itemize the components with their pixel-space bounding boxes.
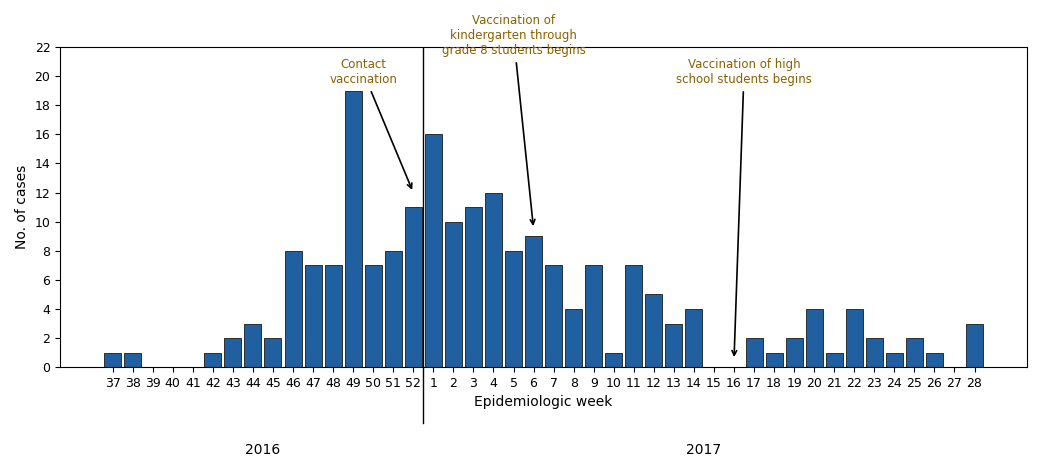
Bar xyxy=(384,251,402,367)
Bar xyxy=(625,265,642,367)
Bar xyxy=(565,309,582,367)
Bar xyxy=(846,309,863,367)
Bar xyxy=(204,353,221,367)
Bar xyxy=(245,324,262,367)
Bar xyxy=(425,134,442,367)
Bar xyxy=(686,309,702,367)
Bar xyxy=(365,265,381,367)
Bar xyxy=(966,324,983,367)
Bar xyxy=(104,353,121,367)
Bar xyxy=(505,251,522,367)
Bar xyxy=(786,338,802,367)
Bar xyxy=(284,251,301,367)
Bar xyxy=(545,265,562,367)
Bar xyxy=(465,207,482,367)
Bar xyxy=(525,236,542,367)
Bar xyxy=(404,207,422,367)
Bar xyxy=(224,338,242,367)
Bar xyxy=(866,338,883,367)
Y-axis label: No. of cases: No. of cases xyxy=(15,165,29,249)
Bar xyxy=(666,324,683,367)
Bar xyxy=(605,353,622,367)
Bar xyxy=(345,90,362,367)
Bar xyxy=(886,353,902,367)
Bar xyxy=(825,353,843,367)
Text: 2016: 2016 xyxy=(245,443,280,457)
Bar xyxy=(805,309,823,367)
Bar xyxy=(645,294,663,367)
Bar xyxy=(445,222,462,367)
Bar xyxy=(745,338,763,367)
Bar xyxy=(485,192,502,367)
Bar xyxy=(586,265,602,367)
Text: Contact
vaccination: Contact vaccination xyxy=(329,58,412,188)
Text: 2017: 2017 xyxy=(687,443,721,457)
Bar xyxy=(905,338,923,367)
Bar xyxy=(766,353,783,367)
Bar xyxy=(325,265,342,367)
X-axis label: Epidemiologic week: Epidemiologic week xyxy=(474,396,613,409)
Bar xyxy=(926,353,943,367)
Bar xyxy=(304,265,322,367)
Bar xyxy=(124,353,141,367)
Text: Vaccination of
kindergarten through
grade 8 students begins: Vaccination of kindergarten through grad… xyxy=(442,14,586,224)
Bar xyxy=(265,338,281,367)
Text: Vaccination of high
school students begins: Vaccination of high school students begi… xyxy=(676,58,812,355)
